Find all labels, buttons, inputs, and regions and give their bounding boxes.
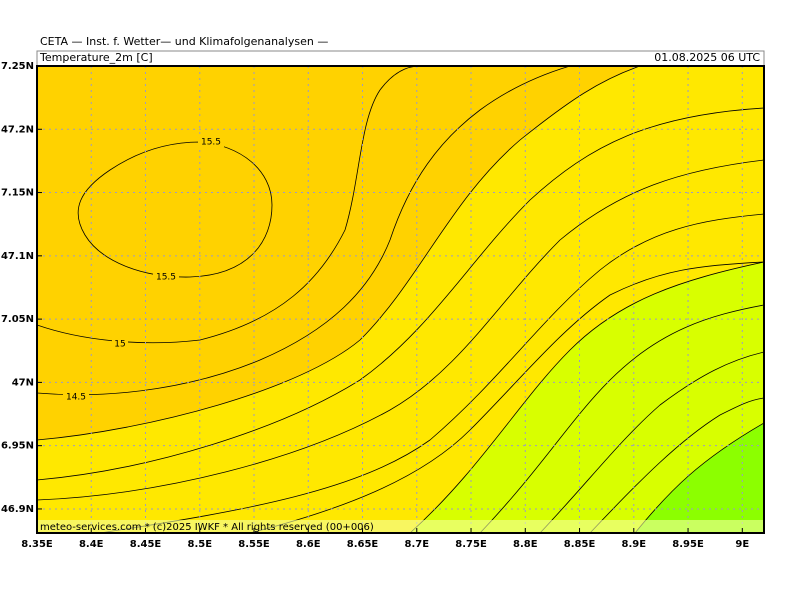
x-tick-label: 8.85E bbox=[564, 539, 596, 550]
contour-label: 14.5 bbox=[66, 393, 86, 403]
axes: 8.35E 8.4E 8.45E 8.5E 8.55E 8.6E 8.65E 8.7E 8.75… bbox=[1, 61, 749, 550]
institute-title: CETA — Inst. f. Wetter— und Klimafolgena… bbox=[40, 35, 328, 48]
y-tick-label: 47.1N bbox=[1, 251, 34, 262]
footer: meteo-services.com * (c)2025 IWKF * All … bbox=[40, 522, 374, 533]
x-tick-label: 8.8E bbox=[513, 539, 538, 550]
x-tick-label: 8.95E bbox=[672, 539, 704, 550]
y-tick-label: 6.95N bbox=[1, 441, 34, 452]
contour-label: 15.5 bbox=[201, 138, 221, 148]
contour-label: 15.5 bbox=[156, 273, 176, 283]
contour-labels: 15.5 15.5 15 14.5 bbox=[63, 137, 224, 403]
footer-strip bbox=[37, 520, 764, 533]
field: meteo-services.com * (c)2025 IWKF * All … bbox=[37, 66, 764, 533]
datetime: 01.08.2025 06 UTC bbox=[654, 51, 760, 64]
x-tick-label: 8.7E bbox=[405, 539, 430, 550]
x-tick-label: 8.6E bbox=[296, 539, 321, 550]
x-tick-label: 8.9E bbox=[622, 539, 647, 550]
x-tick-label: 8.4E bbox=[79, 539, 104, 550]
x-tick-label: 8.45E bbox=[130, 539, 162, 550]
y-tick-label: 7.05N bbox=[1, 314, 34, 325]
y-tick-label: 7.25N bbox=[1, 61, 34, 72]
x-tick-label: 8.55E bbox=[238, 539, 270, 550]
y-tick-label: 7.15N bbox=[1, 188, 34, 199]
x-tick-label: 8.75E bbox=[455, 539, 487, 550]
y-tick-label: 46.9N bbox=[1, 504, 34, 515]
y-tick-label: 47.2N bbox=[1, 124, 34, 135]
x-tick-label: 8.5E bbox=[187, 539, 212, 550]
band-cold bbox=[635, 423, 764, 533]
grid bbox=[37, 66, 764, 533]
y-tick-label: 47N bbox=[12, 377, 34, 388]
x-tick-label: 9E bbox=[735, 539, 749, 550]
contour-label: 15 bbox=[114, 340, 125, 350]
band-cool bbox=[410, 262, 764, 533]
parameter: Temperature_2m [C] bbox=[39, 51, 153, 64]
plot-frame bbox=[36, 65, 765, 534]
x-tick-label: 8.35E bbox=[21, 539, 53, 550]
x-tick-label: 8.65E bbox=[347, 539, 379, 550]
